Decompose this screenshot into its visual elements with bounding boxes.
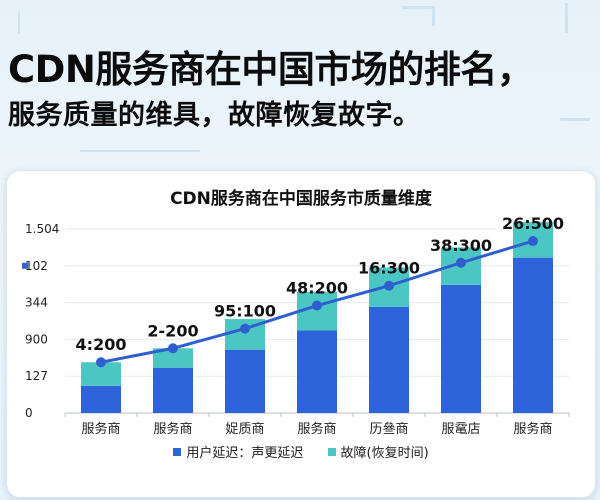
legend-item-latency: 用户延迟：声更延迟 bbox=[173, 442, 303, 461]
y-tick-label: 127 bbox=[25, 369, 48, 383]
page-headline: CDN服务商在中国市场的排名， 服务质量的维具，故障恢复故字。 bbox=[8, 46, 600, 136]
x-tick-label: 服务商 bbox=[513, 421, 552, 437]
headline-line-1: CDN服务商在中国市场的排名， bbox=[8, 48, 534, 91]
legend-swatch-latency bbox=[173, 448, 182, 456]
data-label: 4:200 bbox=[76, 335, 127, 354]
bar-segment-latency bbox=[225, 349, 265, 413]
decor-line bbox=[565, 3, 568, 33]
y-tick-label: 0 bbox=[25, 406, 33, 420]
headline-line-2: 服务质量的维具，故障恢复故字。 bbox=[8, 100, 421, 131]
x-tick-label: 服务商 bbox=[297, 421, 336, 437]
trend-point bbox=[456, 257, 466, 268]
y-tick-label: 1.504 bbox=[25, 222, 59, 236]
chart-legend: 用户延迟：声更延迟 故障(恢复时间) bbox=[7, 442, 595, 461]
legend-label-failure: 故障(恢复时间) bbox=[340, 446, 429, 461]
y-axis-marker bbox=[22, 262, 28, 269]
bar-segment-latency bbox=[81, 385, 121, 413]
data-label: 2-200 bbox=[147, 321, 198, 340]
bar-segment-latency bbox=[369, 306, 409, 413]
y-tick-label: 344 bbox=[25, 296, 48, 310]
trend-point bbox=[384, 280, 394, 291]
y-tick-label: 900 bbox=[25, 332, 48, 346]
bar-segment-latency bbox=[441, 284, 481, 413]
legend-item-failure: 故障(恢复时间) bbox=[327, 442, 429, 461]
x-tick-label: 娖质商 bbox=[225, 422, 264, 437]
data-label: 26:500 bbox=[502, 214, 564, 233]
decor-line bbox=[80, 150, 200, 152]
data-label: 16:300 bbox=[358, 259, 420, 278]
legend-swatch-failure bbox=[327, 448, 336, 456]
trend-point bbox=[312, 300, 322, 311]
data-label: 95:100 bbox=[214, 302, 276, 321]
x-tick-label: 历叄商 bbox=[369, 422, 408, 437]
x-tick-label: 服务商 bbox=[81, 421, 120, 437]
trend-point bbox=[168, 343, 178, 354]
data-label: 48:200 bbox=[286, 279, 348, 298]
y-tick-label: 102 bbox=[25, 259, 48, 273]
legend-label-latency: 用户延迟：声更延迟 bbox=[186, 446, 304, 461]
decor-line bbox=[432, 6, 435, 26]
stacked-bar-line-chart: CDN服务商在中国服务市质量维度 0 127 900 344 102 1.504 服务商 服务商… bbox=[22, 188, 570, 437]
decor-line bbox=[18, 12, 20, 34]
trend-point bbox=[96, 357, 106, 368]
bar-segment-latency bbox=[153, 367, 193, 413]
trend-point bbox=[528, 236, 538, 247]
bar-segment-failure bbox=[153, 348, 193, 368]
decor-line bbox=[560, 118, 590, 121]
chart-card: CDN服务商在中国服务市质量维度 0 127 900 344 102 1.504 服务商 服务商… bbox=[6, 170, 596, 498]
chart-title: CDN服务商在中国服务市质量维度 bbox=[170, 188, 433, 209]
data-label: 38:300 bbox=[430, 236, 492, 255]
bar-segment-latency bbox=[297, 330, 337, 413]
bar-segment-failure bbox=[81, 362, 121, 386]
bar-segment-latency bbox=[513, 257, 553, 413]
x-tick-label: 服鼋店 bbox=[441, 422, 480, 437]
decor-line bbox=[402, 6, 432, 9]
trend-point bbox=[240, 323, 250, 334]
x-tick-label: 服务商 bbox=[153, 421, 192, 437]
